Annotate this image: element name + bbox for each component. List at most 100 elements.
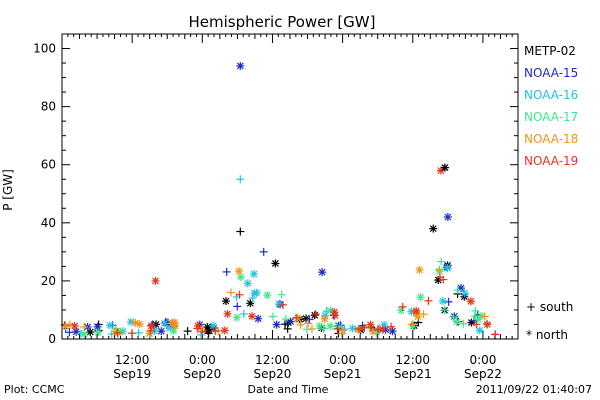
data-point [408,320,417,329]
data-point [419,310,428,319]
data-point [171,321,180,330]
data-point [318,268,327,277]
data-point [320,314,329,323]
data-point [429,224,438,233]
data-point [424,296,433,305]
data-point [236,175,245,184]
data-point [151,276,160,285]
x-tick-date-label: Sep22 [464,367,502,381]
data-point [449,312,458,321]
hemisphere-legend-north: * north [526,328,568,342]
data-point [440,163,449,172]
data-point [259,247,268,256]
x-tick-date-label: Sep21 [324,367,362,381]
x-tick-time-label: 12:00 [395,353,430,367]
data-point [145,329,154,338]
data-point [483,320,492,329]
data-point [134,328,143,337]
x-tick-time-label: 12:00 [115,353,150,367]
data-point [223,309,232,318]
data-point [339,326,348,335]
data-point [283,324,292,333]
x-tick-date-label: Sep21 [394,367,432,381]
data-point [249,269,258,278]
data-point [436,166,445,175]
data-point [330,308,339,317]
legend-entry: NOAA-15 [524,66,578,80]
data-point [412,306,421,315]
data-point [459,319,468,328]
data-point [456,284,465,293]
hemisphere-legend-south: + south [526,300,573,314]
data-point [112,327,121,336]
data-point [157,327,166,336]
data-point [80,322,89,331]
data-point [233,302,242,311]
data-point [146,326,155,335]
y-tick-label: 100 [33,42,56,56]
data-point [415,265,424,274]
data-point [435,273,444,282]
x-axis-title: Date and Time [248,383,329,396]
data-point [304,319,313,328]
data-point [86,328,95,337]
y-tick-label: 20 [41,274,56,288]
data-point [354,325,363,334]
data-point [326,322,335,331]
data-point [438,297,447,306]
data-point [452,317,461,326]
y-tick-label: 40 [41,216,56,230]
data-point [274,299,283,308]
data-point [480,312,489,321]
data-point [220,326,229,335]
plot-credit: Plot: CCMC [4,383,65,396]
legend-entry: NOAA-16 [524,88,578,102]
data-point [72,327,81,336]
data-point [305,315,314,324]
data-point [232,313,241,322]
data-point [263,291,272,300]
data-point [435,265,444,274]
data-point [444,297,453,306]
data-point [236,273,245,282]
data-point [222,267,231,276]
data-point [221,297,230,306]
data-point [388,327,397,336]
data-point [409,322,418,331]
x-tick-time-label: 0:00 [189,353,216,367]
data-point [453,286,462,295]
data-point [254,314,263,323]
data-point [397,306,406,315]
data-point [354,325,363,334]
data-point [378,325,387,334]
data-point [271,259,280,268]
data-point [472,320,481,329]
legend-entry: NOAA-19 [524,154,578,168]
data-point [236,227,245,236]
data-point [248,294,257,303]
data-point [460,289,469,298]
x-tick-time-label: 0:00 [469,353,496,367]
data-point [209,321,218,330]
data-point [372,329,381,338]
data-point [211,326,220,335]
data-point [131,318,140,327]
data-point [65,328,74,337]
data-point [198,327,207,336]
data-point [319,324,328,333]
x-tick-date-label: Sep19 [113,367,151,381]
data-point [113,328,122,337]
data-point [443,264,452,273]
y-tick-label: 0 [48,332,56,346]
data-point [203,326,212,335]
data-point [471,306,480,315]
x-tick-date-label: Sep20 [254,367,292,381]
data-point [226,288,235,297]
data-point [310,311,319,320]
data-point [272,320,281,329]
y-tick-label: 60 [41,158,56,172]
data-point [248,312,257,321]
data-point [281,315,290,324]
plot-frame [61,33,519,340]
